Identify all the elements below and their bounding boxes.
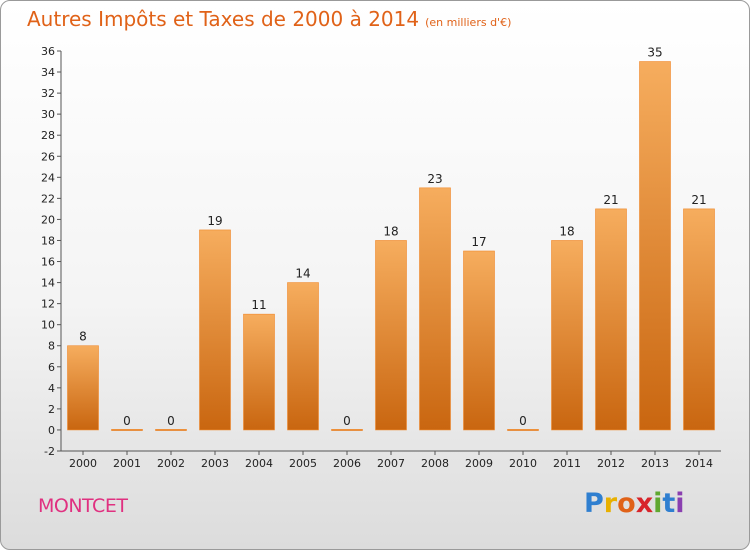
- chart-title-text: Autres Impôts et Taxes de 2000 à 2014: [27, 7, 420, 31]
- bar-value-label: 8: [79, 330, 87, 344]
- y-tick-label: 4: [48, 382, 55, 395]
- chart-value-labels: 8 0 0 19 11 14 0 18 23 17 0 18 21 35 21: [79, 46, 706, 428]
- bar[interactable]: [639, 61, 671, 431]
- commune-name: MONTCET: [38, 495, 128, 517]
- y-tick-label: 18: [41, 234, 55, 247]
- logo-letter: x: [635, 488, 654, 519]
- x-tick-label: 2002: [157, 457, 185, 470]
- bar-value-label: 0: [343, 414, 351, 428]
- bar[interactable]: [155, 429, 187, 431]
- x-tick-label: 2003: [201, 457, 229, 470]
- x-tick-label: 2011: [553, 457, 581, 470]
- bar[interactable]: [199, 229, 231, 431]
- logo-letter: P: [584, 488, 604, 519]
- chart-subtitle: (en milliers d'€): [425, 16, 512, 29]
- chart-bars: [67, 61, 715, 431]
- y-tick-label: 28: [41, 129, 55, 142]
- bar[interactable]: [683, 208, 715, 431]
- y-tick-label: 26: [41, 150, 55, 163]
- y-tick-label: 8: [48, 340, 55, 353]
- bar[interactable]: [507, 429, 539, 431]
- bar[interactable]: [595, 208, 627, 431]
- bar-value-label: 0: [123, 414, 131, 428]
- bar-value-label: 0: [519, 414, 527, 428]
- y-tick-label: 2: [48, 403, 55, 416]
- bar-value-label: 21: [603, 193, 618, 207]
- y-tick-label: 34: [41, 66, 55, 79]
- x-tick-label: 2001: [113, 457, 141, 470]
- y-tick-label: 12: [41, 298, 55, 311]
- x-tick-label: 2010: [509, 457, 537, 470]
- x-tick-label: 2000: [69, 457, 97, 470]
- bar-value-label: 21: [691, 193, 706, 207]
- bar-value-label: 23: [427, 172, 442, 186]
- x-tick-label: 2009: [465, 457, 493, 470]
- y-tick-label: 24: [41, 171, 55, 184]
- proxiti-logo[interactable]: Proxiti: [584, 488, 685, 519]
- logo-letter: o: [617, 488, 636, 519]
- bar[interactable]: [287, 282, 319, 431]
- y-tick-label: 0: [48, 424, 55, 437]
- x-tick-label: 2007: [377, 457, 405, 470]
- bar-value-label: 19: [207, 214, 222, 228]
- bar[interactable]: [551, 240, 583, 431]
- y-tick-label: 32: [41, 87, 55, 100]
- y-tick-label: 36: [41, 45, 55, 58]
- x-tick-label: 2006: [333, 457, 361, 470]
- x-tick-label: 2013: [641, 457, 669, 470]
- y-tick-label: 14: [41, 277, 55, 290]
- bar-value-label: 35: [647, 46, 662, 60]
- logo-letter: t: [662, 488, 676, 519]
- bar-value-label: 11: [251, 298, 266, 312]
- bar[interactable]: [331, 429, 363, 431]
- x-tick-label: 2008: [421, 457, 449, 470]
- logo-letter: i: [653, 488, 663, 519]
- y-tick-label: 30: [41, 108, 55, 121]
- bar[interactable]: [67, 345, 99, 431]
- bar[interactable]: [463, 250, 495, 431]
- bar[interactable]: [375, 240, 407, 431]
- bar[interactable]: [243, 313, 275, 431]
- x-tick-label: 2005: [289, 457, 317, 470]
- logo-letter: i: [675, 488, 685, 519]
- bar-value-label: 18: [559, 224, 574, 238]
- bar-value-label: 14: [295, 267, 310, 281]
- y-tick-label: 22: [41, 192, 55, 205]
- bar-value-label: 0: [167, 414, 175, 428]
- y-tick-label: -2: [44, 445, 55, 458]
- x-tick-label: 2004: [245, 457, 273, 470]
- bar-value-label: 18: [383, 224, 398, 238]
- y-tick-label: 20: [41, 213, 55, 226]
- y-tick-label: 6: [48, 361, 55, 374]
- bar[interactable]: [419, 187, 451, 431]
- chart-title: Autres Impôts et Taxes de 2000 à 2014 (en…: [27, 7, 511, 31]
- bar-value-label: 17: [471, 235, 486, 249]
- x-tick-label: 2014: [685, 457, 713, 470]
- y-tick-label: 16: [41, 256, 55, 269]
- y-tick-label: 10: [41, 319, 55, 332]
- x-tick-label: 2012: [597, 457, 625, 470]
- logo-letter: r: [603, 488, 618, 519]
- bar[interactable]: [111, 429, 143, 431]
